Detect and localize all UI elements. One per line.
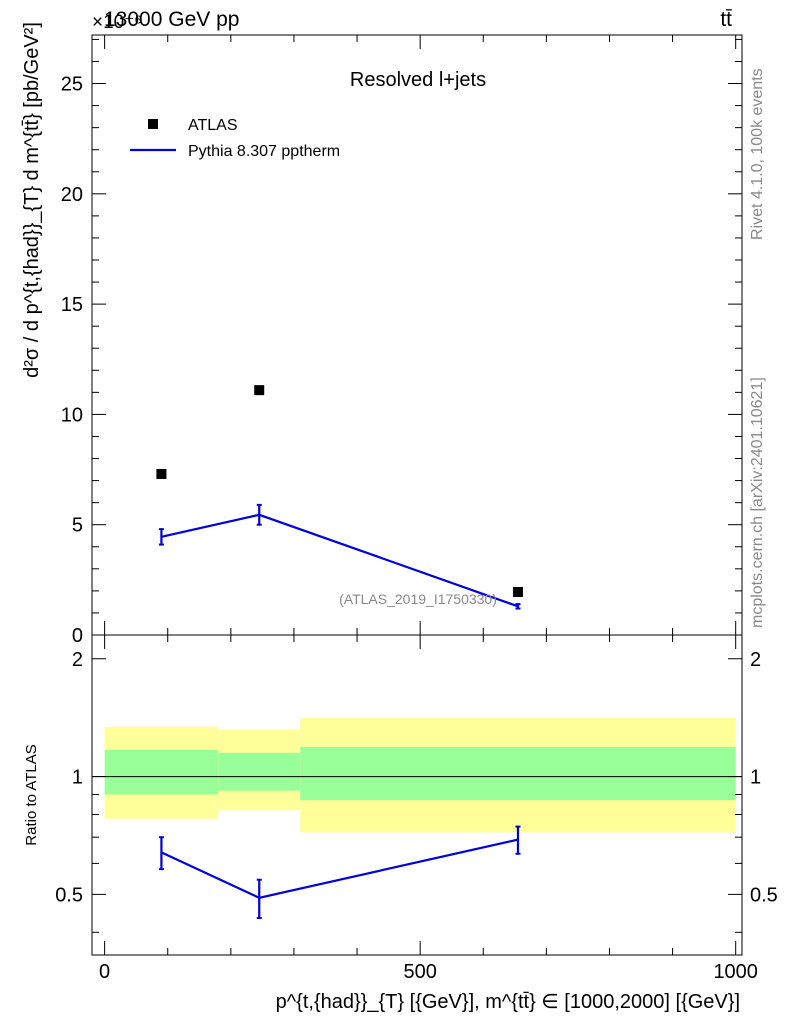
ratio-y-axis-label: Ratio to ATLAS: [23, 744, 40, 845]
ratio-y-tick-labels: 0.5 0.5 1 1 2 2: [55, 649, 778, 907]
legend: ATLAS Pythia 8.307 pptherm: [130, 117, 340, 160]
ratio-y-tick-label-right: 2: [750, 649, 761, 671]
mcplots-label: mcplots.cern.ch [arXiv:2401.10621]: [749, 377, 766, 628]
main-y-tick-label: 10: [61, 404, 83, 426]
main-y-tick-label: 15: [61, 294, 83, 316]
main-y-tick-label: 25: [61, 74, 83, 96]
legend-label-atlas: ATLAS: [188, 117, 238, 134]
main-y-axis-label: d²σ / d p^{t,{had}}_{T} d m^{tt̄} [pb/Ge…: [21, 22, 43, 378]
analysis-watermark: (ATLAS_2019_I1750330): [339, 591, 497, 607]
header-right: tt̄: [720, 8, 732, 31]
ratio-bands: [92, 718, 742, 833]
rivet-label: Rivet 4.1.0, 100k events: [749, 68, 766, 240]
panel-title: Resolved l+jets: [350, 69, 486, 91]
ratio-y-tick-label-right: 0.5: [750, 884, 778, 906]
ratio-pythia-line: [160, 838, 519, 899]
atlas-point: [156, 468, 167, 479]
main-y-tick-label: 0: [72, 625, 83, 647]
x-axis-label: p^{t,{had}}_{T} [{GeV}], m^{tt̄} ∈ [1000…: [276, 991, 740, 1013]
atlas-point: [254, 385, 265, 396]
main-y-tick-labels: 0 5 10 15 20 25: [61, 74, 83, 647]
ratio-y-tick-label: 1: [72, 767, 83, 789]
main-panel: 0 5 10 15 20 25 Resolved l+jets (ATLAS_2019_I…: [21, 22, 743, 647]
main-y-tick-label: 5: [72, 515, 83, 537]
ratio-y-tick-label: 2: [72, 649, 83, 671]
ratio-marks: [158, 825, 521, 920]
ratio-y-tick-label-right: 1: [750, 767, 761, 789]
ratio-y-tick-label: 0.5: [55, 884, 83, 906]
ratio-panel: 0.5 0.5 1 1 2 2 0 500 1000 Ratio to ATLAS p^{t,…: [23, 634, 778, 1013]
ratio-band-green: [300, 747, 736, 801]
x-tick-label: 1000: [713, 961, 758, 983]
atlas-point: [512, 586, 523, 597]
main-y-tick-label: 20: [61, 184, 83, 206]
x-tick-label: 500: [403, 961, 436, 983]
legend-label-pythia: Pythia 8.307 pptherm: [188, 143, 340, 160]
x-tick-label: 0: [99, 961, 110, 983]
ratio-frame: [91, 634, 743, 956]
header-left: 13000 GeV pp: [104, 8, 239, 31]
main-ticks: [92, 35, 742, 636]
ratio-band-green: [218, 752, 301, 791]
legend-marker-atlas: [148, 119, 158, 129]
main-marks: [156, 385, 523, 610]
ratio-ticks: [92, 635, 742, 955]
exponent-label: ×10⁻⁶: [92, 12, 142, 33]
ratio-x-tick-labels: 0 500 1000: [99, 961, 758, 983]
ratio-band-green: [104, 749, 219, 795]
